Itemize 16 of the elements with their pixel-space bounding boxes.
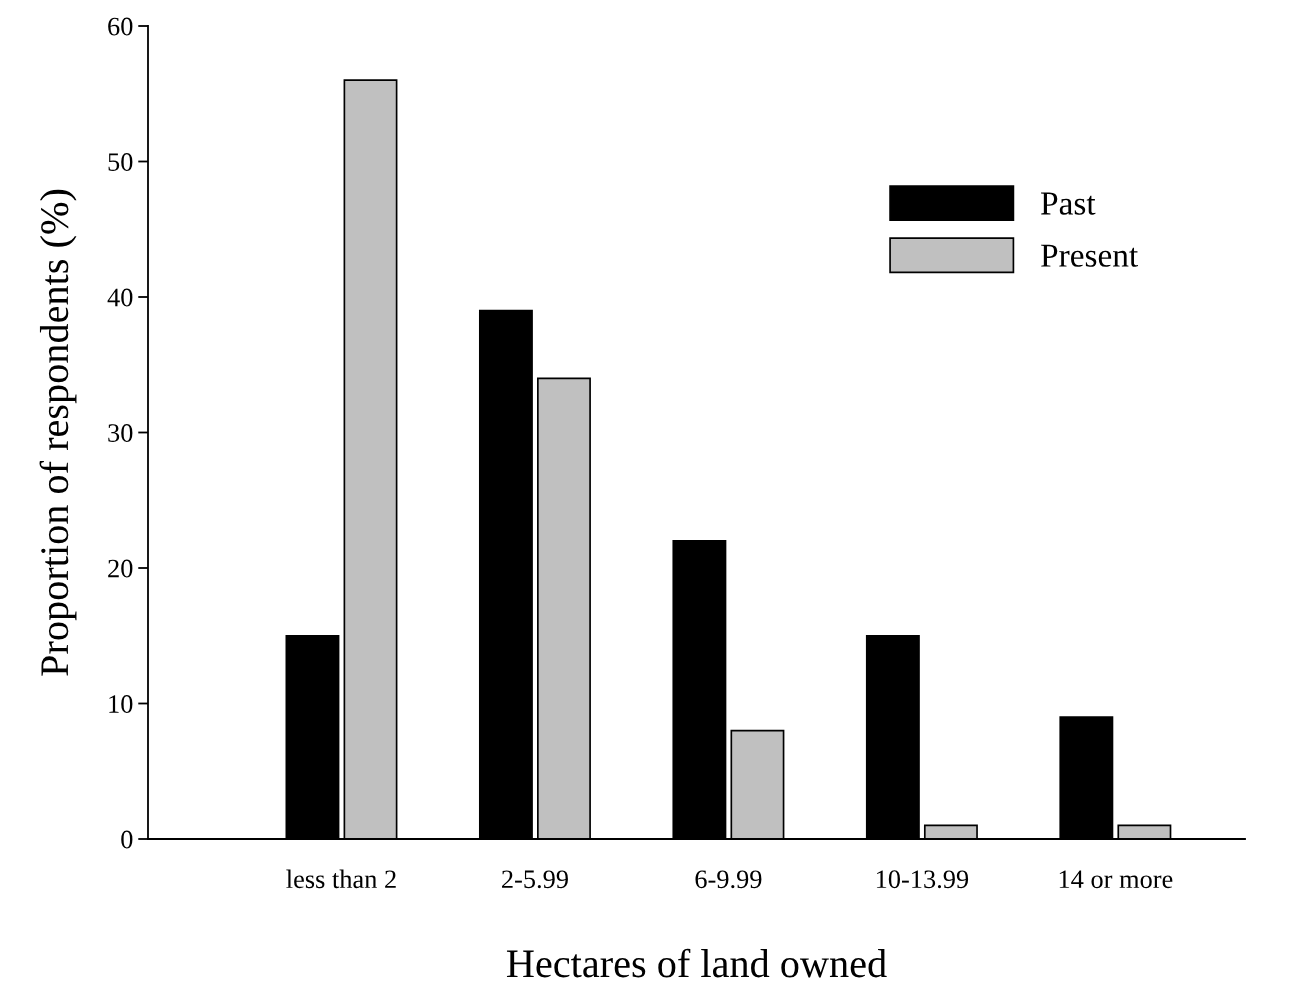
x-tick-label: 10-13.99: [876, 870, 969, 889]
y-axis-title: Proportion of respondents (%): [39, 189, 77, 676]
x-tick-label: 14 or more: [1059, 870, 1173, 889]
y-tick-label: 30: [108, 424, 133, 442]
legend-label: Past: [1041, 192, 1096, 215]
legend-label: Present: [1041, 244, 1139, 267]
x-tick-label: less than 2: [286, 869, 396, 889]
x-tick-label: 6-9.99: [695, 870, 762, 889]
x-tick-label: 2-5.99: [502, 870, 568, 889]
y-tick-label: 50: [108, 153, 133, 171]
y-tick-label: 0: [121, 830, 133, 849]
y-tick-label: 20: [108, 559, 133, 578]
x-axis-title: Hectares of land owned: [506, 948, 887, 978]
y-tick-label: 60: [108, 17, 133, 36]
y-tick-label: 10: [109, 695, 133, 713]
y-tick-label: 40: [107, 288, 133, 307]
